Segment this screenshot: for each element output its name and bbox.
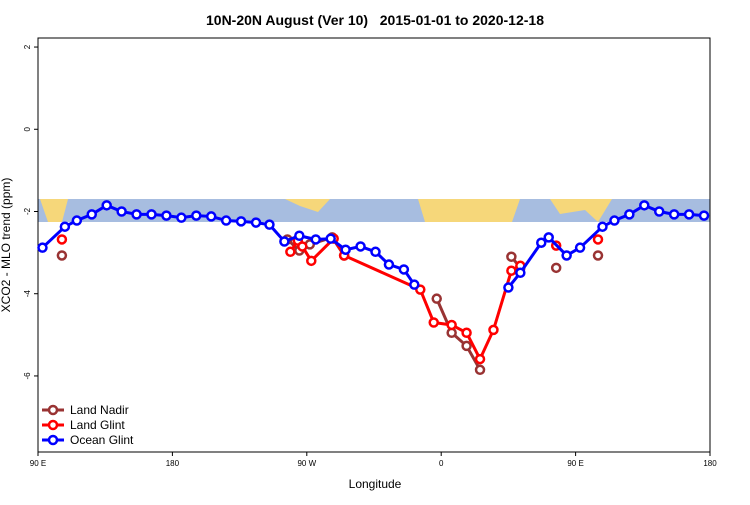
y-tick-label: 0 (23, 126, 32, 131)
legend-marker (47, 419, 59, 431)
data-point (340, 244, 351, 255)
data-point (235, 216, 247, 227)
data-point (297, 241, 308, 252)
y-tick-label: 2 (23, 44, 32, 49)
data-point (176, 212, 187, 223)
data-point (461, 327, 472, 339)
x-axis-label: Longitude (349, 477, 402, 491)
data-point (431, 293, 442, 304)
data-point (461, 340, 472, 352)
data-point (355, 241, 366, 252)
data-point (592, 250, 604, 261)
x-tick-label: 90 E (567, 459, 583, 468)
y-tick-label: -6 (23, 372, 32, 380)
data-point (506, 265, 517, 276)
data-point (653, 206, 665, 217)
legend-marker (47, 434, 59, 446)
data-point (325, 233, 336, 244)
data-point (101, 200, 112, 211)
data-point (574, 242, 586, 253)
data-point (279, 236, 290, 247)
data-point (161, 210, 172, 221)
data-point (597, 221, 608, 232)
data-point (71, 215, 83, 226)
data-point (536, 237, 547, 248)
data-point (698, 210, 710, 221)
data-point (503, 282, 514, 293)
legend-label: Land Nadir (70, 403, 129, 417)
data-point (488, 324, 499, 336)
series-line (289, 236, 522, 363)
series-line (435, 298, 482, 371)
data-point (474, 353, 486, 365)
chart-title: 10N-20N August (Ver 10) 2015-01-01 to 20… (206, 12, 544, 28)
data-point (668, 209, 680, 220)
data-point (59, 221, 71, 232)
data-point (131, 209, 142, 220)
data-point (56, 234, 68, 245)
x-tick-label: 90 E (30, 459, 46, 468)
data-point (383, 259, 395, 270)
data-point (294, 230, 305, 241)
data-point (428, 317, 439, 328)
legend-marker (47, 404, 59, 416)
data-point (370, 246, 381, 258)
data-point (250, 217, 262, 228)
data-point (639, 200, 650, 211)
data-point (561, 250, 572, 261)
data-point (398, 264, 410, 275)
data-point (310, 234, 322, 245)
data-point (683, 209, 695, 220)
data-point (624, 209, 635, 220)
data-point (409, 279, 420, 290)
data-point (220, 215, 232, 226)
data-point (550, 262, 562, 274)
data-point (515, 267, 526, 279)
data-point (264, 219, 275, 230)
data-point (146, 209, 157, 220)
y-tick-label: -2 (23, 207, 32, 215)
data-point (543, 232, 554, 243)
x-tick-label: 90 W (297, 459, 316, 468)
data-point (474, 364, 486, 376)
x-tick-label: 0 (439, 459, 444, 468)
data-point (191, 210, 202, 221)
data-point (86, 209, 98, 220)
y-axis-label: XCO2 - MLO trend (ppm) (0, 178, 13, 313)
x-tick-label: 180 (703, 459, 717, 468)
data-point (37, 242, 48, 253)
data-point (56, 250, 68, 261)
data-point (506, 251, 517, 262)
data-point (205, 211, 217, 222)
data-point (609, 215, 620, 226)
plot-frame (37, 37, 711, 453)
y-tick-label: -4 (23, 290, 32, 298)
legend-label: Ocean Glint (70, 433, 134, 447)
legend-label: Land Glint (70, 418, 125, 432)
data-point (592, 234, 604, 245)
x-tick-label: 180 (166, 459, 180, 468)
data-point (306, 255, 317, 267)
data-point (116, 206, 127, 217)
data-point (446, 319, 457, 331)
data-point (285, 246, 296, 258)
